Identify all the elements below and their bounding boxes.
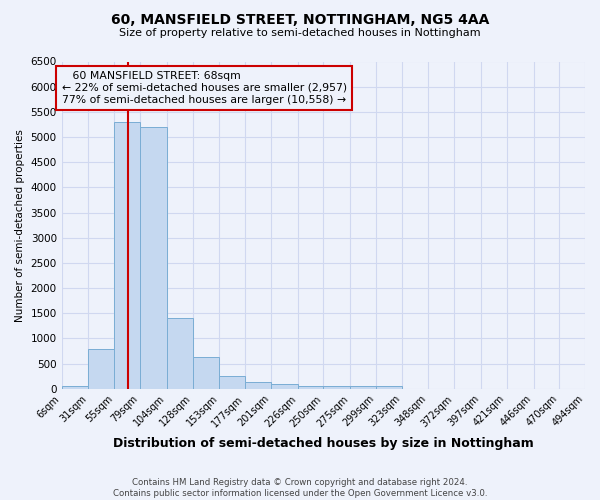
Text: Size of property relative to semi-detached houses in Nottingham: Size of property relative to semi-detach… [119, 28, 481, 38]
Text: Contains HM Land Registry data © Crown copyright and database right 2024.
Contai: Contains HM Land Registry data © Crown c… [113, 478, 487, 498]
Bar [323, 386, 350, 389]
Bar [167, 318, 193, 389]
X-axis label: Distribution of semi-detached houses by size in Nottingham: Distribution of semi-detached houses by … [113, 437, 534, 450]
Bar [140, 127, 167, 389]
Y-axis label: Number of semi-detached properties: Number of semi-detached properties [15, 128, 25, 322]
Bar [62, 386, 88, 389]
Text: 60 MANSFIELD STREET: 68sqm
← 22% of semi-detached houses are smaller (2,957)
77%: 60 MANSFIELD STREET: 68sqm ← 22% of semi… [62, 72, 347, 104]
Bar [88, 348, 114, 389]
Bar [271, 384, 298, 389]
Bar [350, 386, 376, 389]
Bar [376, 386, 401, 389]
Bar [245, 382, 271, 389]
Bar [220, 376, 245, 389]
Bar [193, 356, 220, 389]
Bar [298, 386, 323, 389]
Text: 60, MANSFIELD STREET, NOTTINGHAM, NG5 4AA: 60, MANSFIELD STREET, NOTTINGHAM, NG5 4A… [111, 12, 489, 26]
Bar [114, 122, 140, 389]
